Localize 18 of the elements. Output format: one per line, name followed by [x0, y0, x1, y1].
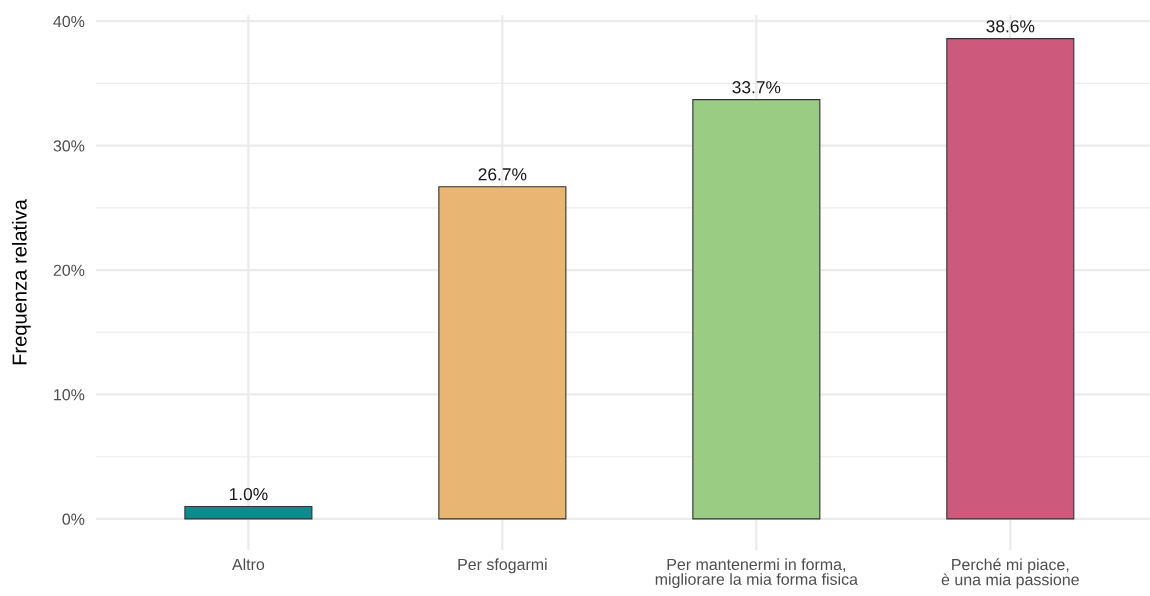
- bar: [692, 99, 821, 520]
- y-tick-label: 30%: [53, 140, 85, 152]
- x-tick-label: Perché mi piace, è una mia passione: [941, 558, 1079, 589]
- bar: [438, 186, 567, 520]
- bar: [946, 38, 1075, 520]
- bar: [184, 505, 313, 520]
- data-label: 1.0%: [229, 487, 268, 501]
- y-tick-label: 20%: [53, 264, 85, 276]
- y-tick-label: 10%: [54, 389, 85, 401]
- data-label: 26.7%: [478, 168, 527, 181]
- data-label: 38.6%: [986, 20, 1035, 33]
- y-tick-label: 0%: [62, 513, 85, 525]
- x-tick-label: Per mantenermi in forma, migliorare la mia forma fisica: [655, 558, 858, 589]
- x-tick-label: Altro: [232, 558, 265, 571]
- x-tick-label: Per sfogarmi: [458, 558, 547, 574]
- y-axis-title: Frequenza relativa: [11, 199, 31, 365]
- y-tick-label: 40%: [53, 15, 85, 28]
- data-label: 33.7%: [732, 81, 781, 94]
